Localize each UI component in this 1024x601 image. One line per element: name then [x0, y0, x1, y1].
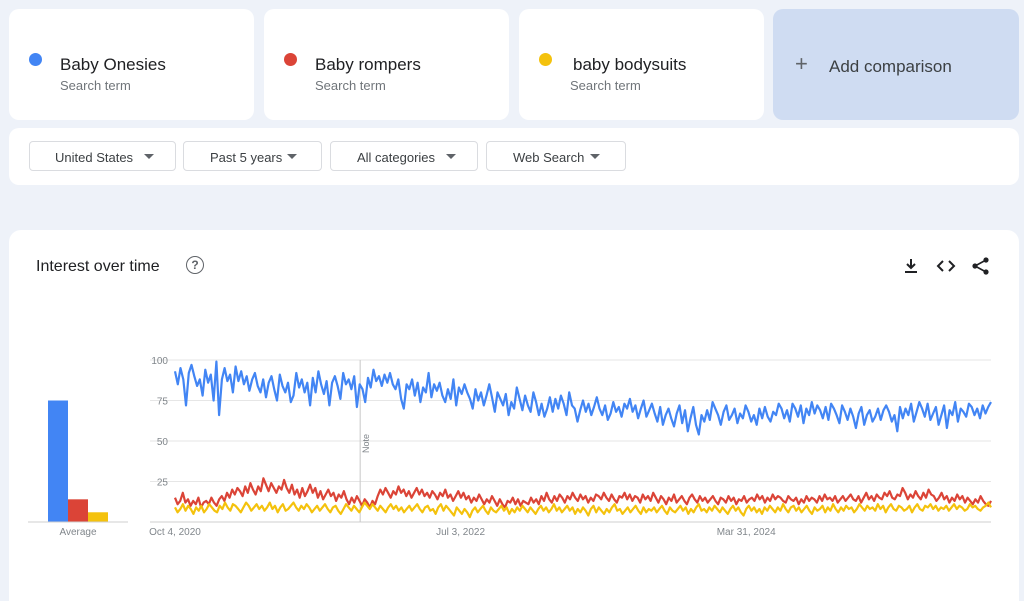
y-tick-label: 50 — [157, 437, 169, 448]
average-label: Average — [59, 527, 97, 538]
interest-over-time-panel: Interest over time ? — [9, 230, 1019, 601]
term-name[interactable]: Baby Onesies — [60, 55, 166, 74]
x-tick-label: Oct 4, 2020 — [149, 527, 201, 538]
caret-down-icon — [144, 154, 154, 159]
time-range-label: Past 5 years — [210, 150, 283, 165]
term-card-baby-onesies[interactable]: Baby Onesies Search term — [9, 9, 254, 120]
average-bar-baby-bodysuits — [88, 512, 108, 522]
series-line-baby-onesies — [173, 360, 992, 436]
series-line-baby-rompers — [173, 477, 992, 509]
x-tick-label: Jul 3, 2022 — [436, 527, 485, 538]
term-card-baby-rompers[interactable]: Baby rompers Search term — [264, 9, 509, 120]
average-bar-baby-rompers — [68, 499, 88, 522]
term-subtitle: Search term — [570, 78, 641, 93]
series-color-dot — [29, 53, 42, 66]
region-dropdown[interactable]: United States — [29, 141, 176, 171]
category-label: All categories — [357, 150, 436, 165]
search-type-label: Web Search — [513, 150, 585, 165]
caret-down-icon — [446, 154, 456, 159]
series-line-baby-bodysuits — [174, 501, 992, 519]
series-color-dot — [284, 53, 297, 66]
search-type-dropdown[interactable]: Web Search — [486, 141, 626, 171]
embed-icon[interactable] — [936, 256, 956, 276]
y-tick-label: 75 — [157, 397, 169, 408]
average-bar-baby-onesies — [48, 400, 68, 522]
caret-down-icon — [287, 154, 297, 159]
time-range-dropdown[interactable]: Past 5 years — [183, 141, 322, 171]
panel-title: Interest over time — [36, 258, 160, 275]
filter-bar: United States Past 5 years All categorie… — [9, 128, 1019, 185]
note-label: Note — [361, 434, 371, 453]
add-comparison-label: Add comparison — [829, 57, 952, 76]
category-dropdown[interactable]: All categories — [330, 141, 478, 171]
term-name[interactable]: baby bodysuits — [573, 55, 687, 74]
download-icon[interactable] — [901, 256, 921, 276]
help-icon[interactable]: ? — [186, 256, 204, 274]
term-subtitle: Search term — [315, 78, 386, 93]
x-tick-label: Mar 31, 2024 — [717, 527, 776, 538]
add-comparison-button[interactable]: + Add comparison — [773, 9, 1019, 120]
term-card-baby-bodysuits[interactable]: baby bodysuits Search term — [519, 9, 764, 120]
caret-down-icon — [590, 154, 600, 159]
share-icon[interactable] — [971, 256, 991, 276]
y-tick-label: 25 — [157, 478, 169, 489]
series-color-dot — [539, 53, 552, 66]
term-subtitle: Search term — [60, 78, 131, 93]
term-name[interactable]: Baby rompers — [315, 55, 421, 74]
plus-icon: + — [795, 51, 808, 76]
y-tick-label: 100 — [151, 356, 168, 367]
region-label: United States — [55, 150, 134, 165]
